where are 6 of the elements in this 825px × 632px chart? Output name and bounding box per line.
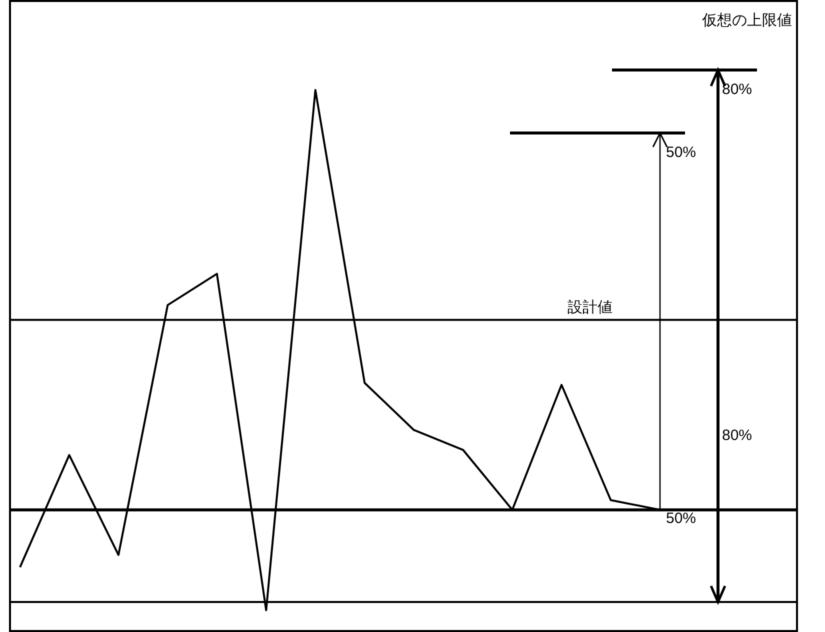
annotation: 80% — [722, 81, 752, 98]
ref-label: 仮想の上限値 — [702, 12, 792, 29]
ref-label: 設計値 — [568, 298, 612, 316]
annotation: 50% — [666, 510, 696, 527]
annotation: 80% — [722, 427, 752, 444]
annotation: 50% — [666, 144, 696, 161]
